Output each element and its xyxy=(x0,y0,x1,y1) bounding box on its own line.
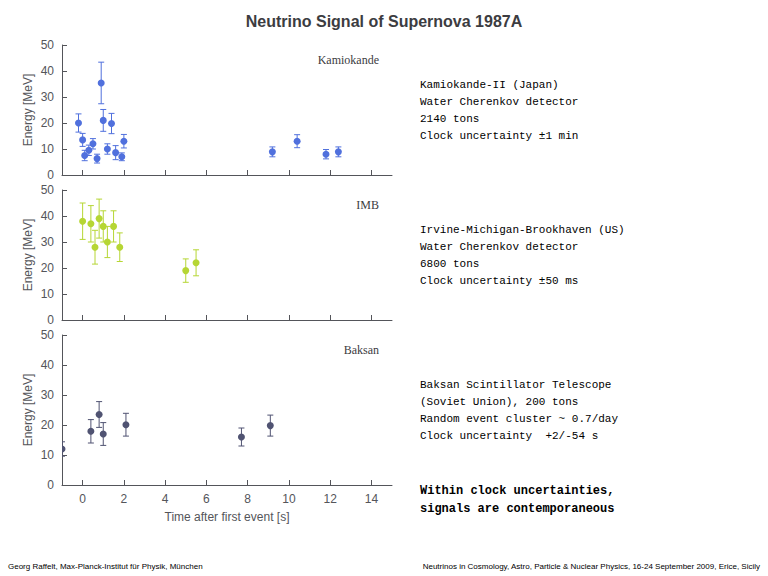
svg-text:Clock uncertainty +2/-54 s: Clock uncertainty +2/-54 s xyxy=(420,430,598,442)
svg-text:10: 10 xyxy=(41,287,55,301)
svg-text:12: 12 xyxy=(323,492,337,506)
svg-text:2: 2 xyxy=(121,492,128,506)
svg-text:Water Cherenkov detector: Water Cherenkov detector xyxy=(420,96,578,108)
svg-text:20: 20 xyxy=(41,261,55,275)
svg-text:10: 10 xyxy=(41,142,55,156)
svg-text:Neutrinos in Cosmology, Astro,: Neutrinos in Cosmology, Astro, Particle … xyxy=(423,562,760,571)
svg-text:50: 50 xyxy=(41,183,55,197)
svg-text:6800 tons: 6800 tons xyxy=(420,258,479,270)
svg-text:(Soviet Union), 200 tons: (Soviet Union), 200 tons xyxy=(420,396,578,408)
svg-text:Clock uncertainty ±1 min: Clock uncertainty ±1 min xyxy=(420,130,578,142)
svg-text:2140 tons: 2140 tons xyxy=(420,113,479,125)
svg-text:Neutrino Signal of Supernova 1: Neutrino Signal of Supernova 1987A xyxy=(246,13,523,30)
svg-text:8: 8 xyxy=(244,492,251,506)
svg-text:0: 0 xyxy=(47,168,54,182)
svg-text:30: 30 xyxy=(41,388,55,402)
svg-text:10: 10 xyxy=(282,492,296,506)
svg-text:50: 50 xyxy=(41,328,55,342)
svg-text:40: 40 xyxy=(41,209,55,223)
svg-text:Water Cherenkov detector: Water Cherenkov detector xyxy=(420,241,578,253)
svg-text:Energy [MeV]: Energy [MeV] xyxy=(21,74,35,147)
svg-text:Clock uncertainty ±50 ms: Clock uncertainty ±50 ms xyxy=(420,275,578,287)
svg-text:40: 40 xyxy=(41,358,55,372)
svg-text:14: 14 xyxy=(365,492,379,506)
svg-text:30: 30 xyxy=(41,235,55,249)
svg-text:30: 30 xyxy=(41,90,55,104)
svg-text:IMB: IMB xyxy=(356,198,379,212)
svg-text:4: 4 xyxy=(162,492,169,506)
svg-text:Time after first event [s]: Time after first event [s] xyxy=(165,510,290,524)
svg-text:6: 6 xyxy=(203,492,210,506)
svg-text:Energy [MeV]: Energy [MeV] xyxy=(21,219,35,292)
svg-text:signals are contemporaneous: signals are contemporaneous xyxy=(420,502,614,516)
svg-text:Baksan: Baksan xyxy=(344,343,379,357)
svg-text:0: 0 xyxy=(47,313,54,327)
svg-text:0: 0 xyxy=(47,478,54,492)
svg-text:Within clock uncertainties,: Within clock uncertainties, xyxy=(420,484,614,498)
svg-text:Kamiokande-II (Japan): Kamiokande-II (Japan) xyxy=(420,79,559,91)
svg-text:20: 20 xyxy=(41,116,55,130)
svg-text:0: 0 xyxy=(79,492,86,506)
svg-text:Baksan Scintillator Telescope: Baksan Scintillator Telescope xyxy=(420,379,611,391)
svg-text:Random event cluster ~ 0.7/day: Random event cluster ~ 0.7/day xyxy=(420,413,618,425)
svg-text:Georg Raffelt, Max-Planck-Inst: Georg Raffelt, Max-Planck-Institut für P… xyxy=(8,562,203,571)
svg-text:50: 50 xyxy=(41,38,55,52)
svg-text:20: 20 xyxy=(41,418,55,432)
svg-text:40: 40 xyxy=(41,64,55,78)
svg-text:Energy [MeV]: Energy [MeV] xyxy=(21,374,35,447)
svg-text:Irvine-Michigan-Brookhaven (US: Irvine-Michigan-Brookhaven (US) xyxy=(420,224,625,236)
svg-text:Kamiokande: Kamiokande xyxy=(318,53,379,67)
svg-text:10: 10 xyxy=(41,448,55,462)
